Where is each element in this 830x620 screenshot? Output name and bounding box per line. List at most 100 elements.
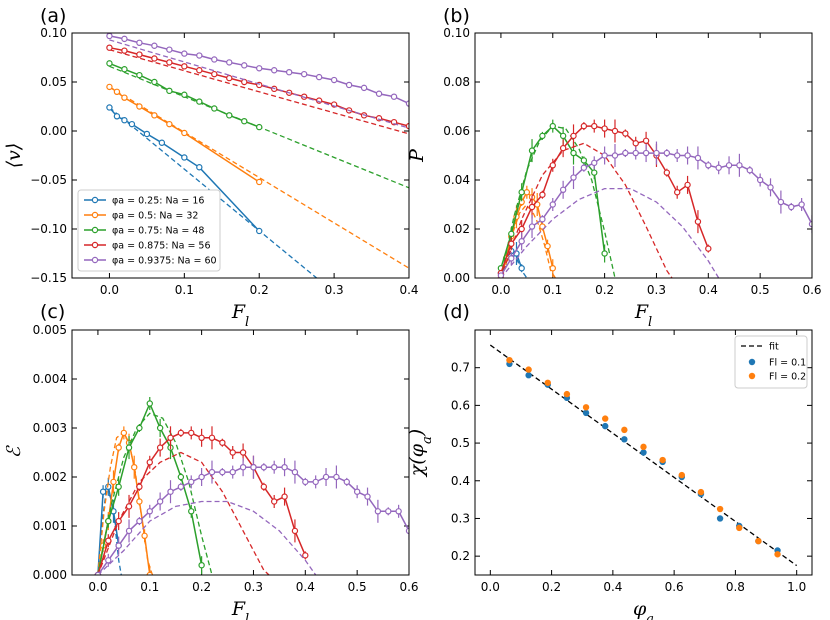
data-point (395, 508, 402, 515)
data-point (508, 240, 515, 247)
data-point (256, 65, 263, 72)
fit-line (109, 39, 409, 129)
data-point (622, 130, 629, 137)
data-point (125, 444, 133, 451)
x-tick-label: 0.3 (244, 580, 263, 594)
y-tick-label: 0.00 (40, 124, 67, 138)
data-point (188, 508, 195, 515)
data-point (528, 223, 536, 230)
data-point (559, 144, 567, 152)
data-point (181, 129, 188, 137)
data-point (151, 55, 158, 62)
data-point (256, 178, 263, 186)
data-point (181, 50, 188, 57)
y-tick-label: 0.10 (40, 26, 67, 40)
data-point (121, 35, 128, 43)
data-point (539, 132, 546, 140)
data-point (241, 62, 248, 69)
data-point (549, 265, 556, 272)
fit-line (500, 142, 673, 278)
data-point (260, 464, 268, 471)
legend-frame (77, 189, 221, 272)
data-point (602, 422, 609, 430)
data-point (611, 127, 619, 135)
data-point (302, 478, 309, 486)
data-point (121, 117, 128, 124)
data-point (345, 81, 353, 89)
y-tick-label: 0.05 (40, 75, 67, 89)
y-axis-label: ⟨v⟩ (3, 143, 25, 169)
x-tick-label: 0.4 (603, 580, 622, 594)
x-tick-label: 0.4 (699, 283, 718, 297)
data-point (659, 456, 666, 464)
data-point (226, 74, 233, 82)
data-point (198, 562, 205, 569)
axes-frame (474, 32, 813, 279)
x-tick-label: 0.8 (726, 580, 745, 594)
legend-a: φa = 0.25: Na = 16 φa = 0.5: Na = 32 φa = … (77, 189, 221, 272)
data-point (518, 189, 525, 196)
data-point (113, 88, 121, 96)
x-tick-label: 0.4 (296, 580, 315, 594)
data-point (653, 149, 660, 157)
legend-label: φa = 0.875: Na = 56 (112, 241, 211, 252)
data-point (640, 443, 647, 451)
y-tick-label: 0.004 (33, 372, 67, 386)
x-tick-label: 0.5 (751, 283, 770, 297)
data-point (125, 527, 133, 535)
data-point (146, 508, 153, 515)
y-tick-label: 0.04 (443, 173, 470, 187)
data-point (260, 483, 268, 490)
data-point (136, 483, 143, 490)
x-tick-label: 0.2 (542, 580, 561, 594)
data-point (559, 132, 567, 140)
data-point (549, 162, 556, 169)
y-tick-label: 0.4 (451, 474, 470, 488)
data-point (146, 400, 153, 407)
x-tick-label: 0.6 (399, 580, 418, 594)
x-tick-label: 0.6 (802, 283, 821, 297)
data-point (115, 542, 122, 549)
x-tick-label: 0.2 (250, 283, 269, 297)
x-tick-label: 0.4 (399, 283, 418, 297)
x-tick-label: 0.0 (100, 283, 119, 297)
axes-frame (474, 329, 813, 576)
data-point (166, 46, 173, 53)
data-point (188, 429, 195, 437)
data-point (570, 174, 577, 181)
data-point (229, 468, 236, 476)
data-point (106, 44, 113, 51)
data-point (250, 464, 257, 471)
data-point (549, 122, 556, 130)
y-tick-label: 0.3 (451, 511, 470, 525)
data-point (136, 71, 143, 79)
panel-a: 0.0 0.1 0.2 0.3 0.4 −0.15 −0.10 −0.05 0.00 0.05 0.… (3, 5, 419, 330)
data-point (156, 444, 164, 451)
data-point (582, 404, 590, 411)
data-point (525, 372, 532, 379)
fit-line (109, 49, 409, 135)
data-point (113, 113, 121, 120)
data-point (756, 176, 764, 184)
legend-marker (91, 226, 99, 234)
data-point (497, 272, 505, 278)
data-point (99, 488, 107, 495)
y-tick-label: −0.05 (30, 173, 67, 187)
data-point (725, 162, 733, 169)
data-point (602, 415, 609, 422)
data-point (375, 90, 383, 97)
fit-line (500, 187, 720, 278)
panel-label: (a) (40, 5, 66, 27)
data-point (663, 169, 671, 176)
series-line (500, 152, 812, 276)
data-point (353, 488, 361, 495)
x-tick-label: 0.1 (140, 580, 159, 594)
series-line (97, 431, 151, 575)
axes-frame (71, 32, 410, 279)
x-axis-label: Fl (231, 301, 249, 330)
x-axis-label: φa (633, 598, 654, 620)
y-tick-label: 0.2 (451, 549, 470, 563)
data-point (559, 186, 567, 193)
data-point (239, 449, 247, 456)
